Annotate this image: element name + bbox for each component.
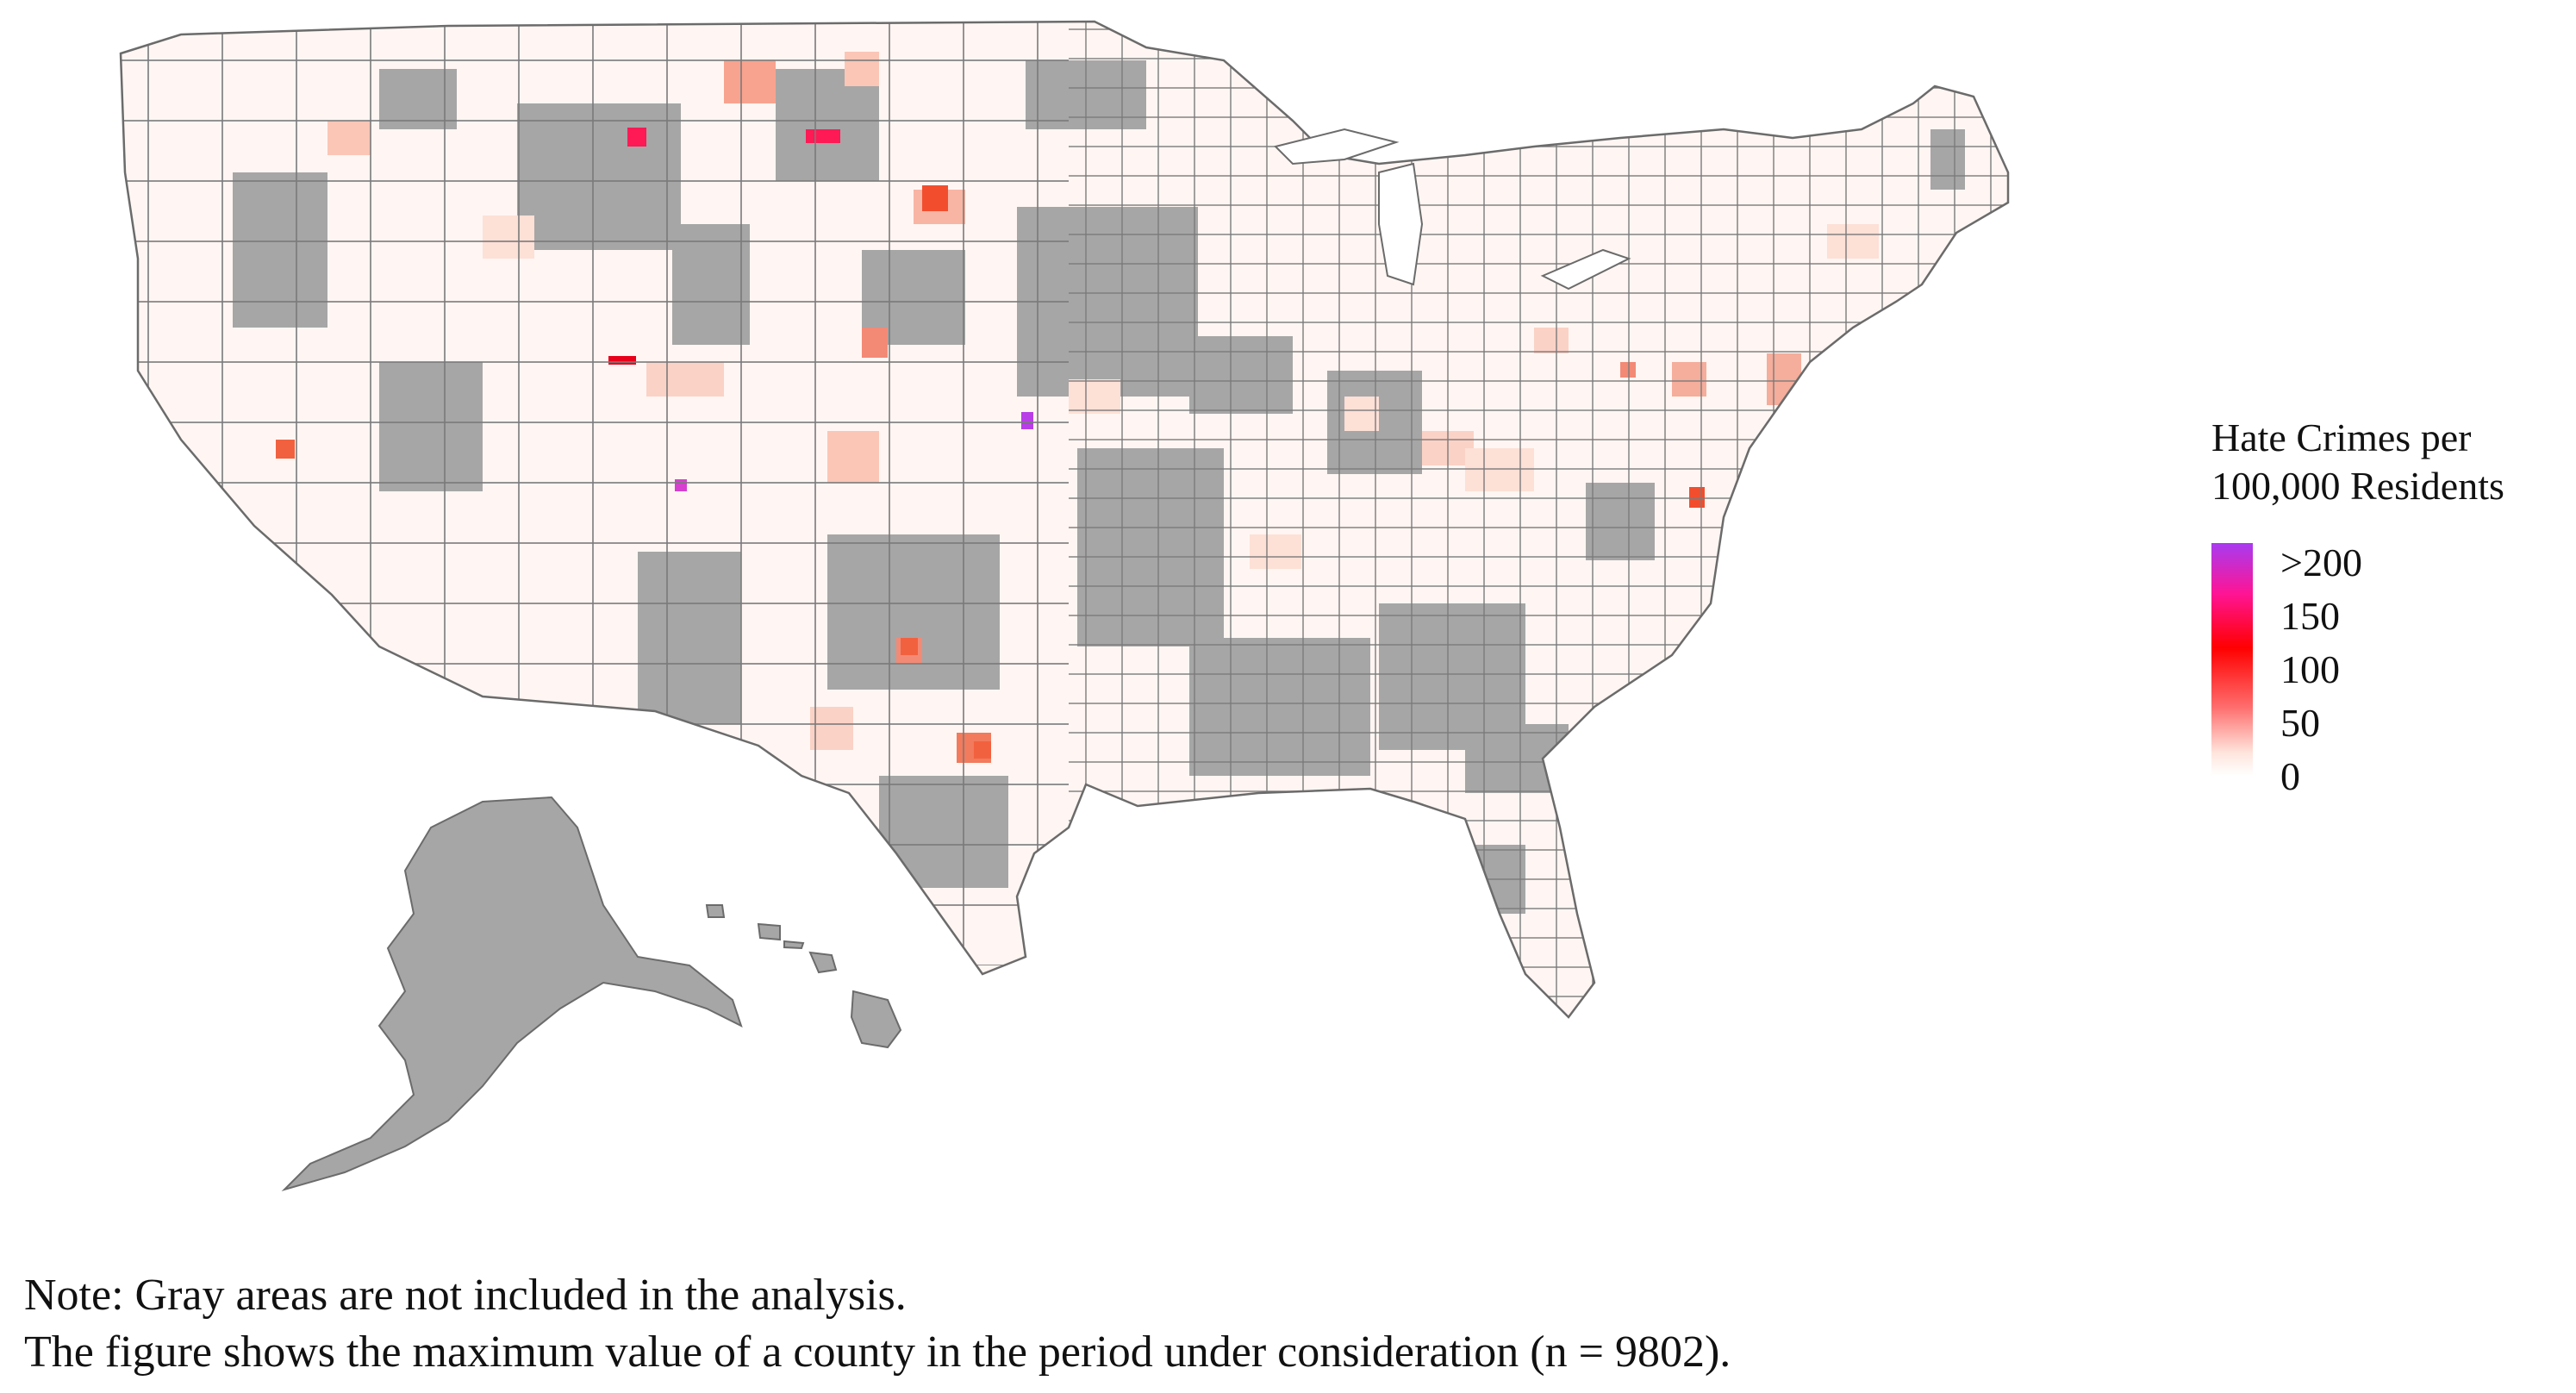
lake-erie <box>1540 248 1631 290</box>
color-legend: Hate Crimes per 100,000 Residents >200 1… <box>2211 414 2573 810</box>
legend-tick-label: 100 <box>2280 647 2340 691</box>
lake-michigan <box>1378 162 1424 286</box>
alaska <box>281 796 743 1192</box>
contiguous-us <box>119 20 2010 1019</box>
hawaii-molokai <box>783 940 805 950</box>
conus-shading <box>121 22 2008 1017</box>
alaska-shape <box>281 796 743 1192</box>
legend-color-bar <box>2211 543 2253 776</box>
note-max-value: The figure shows the maximum value of a … <box>24 1327 1731 1377</box>
legend-tick-label: 0 <box>2280 754 2300 798</box>
legend-title-line2: 100,000 Residents <box>2211 464 2504 508</box>
hawaii-maui <box>808 951 838 974</box>
hawaii-oahu <box>757 922 781 941</box>
lake-superior <box>1274 128 1400 166</box>
choropleth-map <box>119 20 2010 1192</box>
figure-notes: Note: Gray areas are not included in the… <box>24 1267 2523 1381</box>
hawaii-kauai <box>705 904 726 918</box>
legend-tick-label: >200 <box>2280 540 2362 584</box>
legend-title-line1: Hate Crimes per <box>2211 415 2472 459</box>
hawaii-big-island <box>850 990 902 1049</box>
note-gray-areas: Note: Gray areas are not included in the… <box>24 1271 907 1320</box>
legend-tick-label: 150 <box>2280 594 2340 638</box>
us-county-map <box>119 20 2010 1192</box>
legend-tick-label: 50 <box>2280 701 2320 745</box>
hawaii <box>705 904 902 1049</box>
